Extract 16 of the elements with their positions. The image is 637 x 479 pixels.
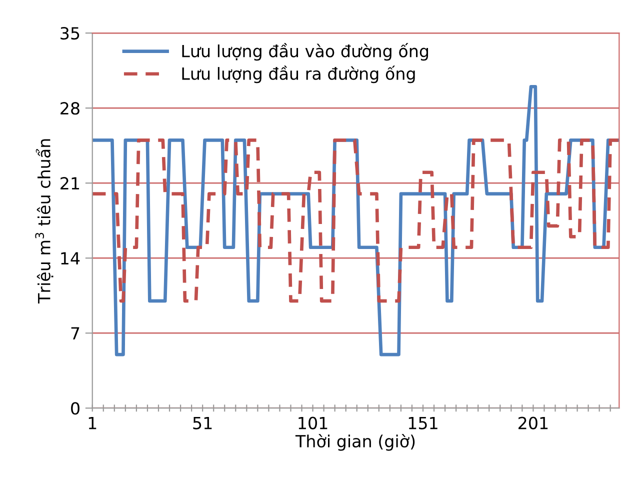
- x-tick-label: 151: [408, 416, 438, 430]
- y-tick-label: 0: [71, 402, 80, 415]
- x-tick-label: 51: [193, 416, 212, 430]
- x-tick-label: 201: [518, 416, 548, 430]
- legend-label: Lưu lượng đầu ra đường ống: [182, 66, 415, 84]
- x-tick-label: 1: [88, 416, 96, 430]
- line-series: [92, 138, 620, 303]
- y-tick-label: 28: [60, 102, 80, 115]
- y-tick-label: 21: [60, 177, 80, 190]
- y-tick-label: 35: [60, 27, 80, 40]
- y-axis-title: Triệu m$^{3}$ tiêu chuẩn: [35, 139, 54, 304]
- x-axis-title: Thời gian (giờ): [295, 434, 415, 451]
- legend-label: Lưu lượng đầu vào đường ống: [182, 43, 428, 61]
- y-tick-label: 7: [71, 327, 80, 340]
- y-tick-label: 14: [61, 252, 80, 264]
- x-tick-label: 101: [298, 416, 328, 430]
